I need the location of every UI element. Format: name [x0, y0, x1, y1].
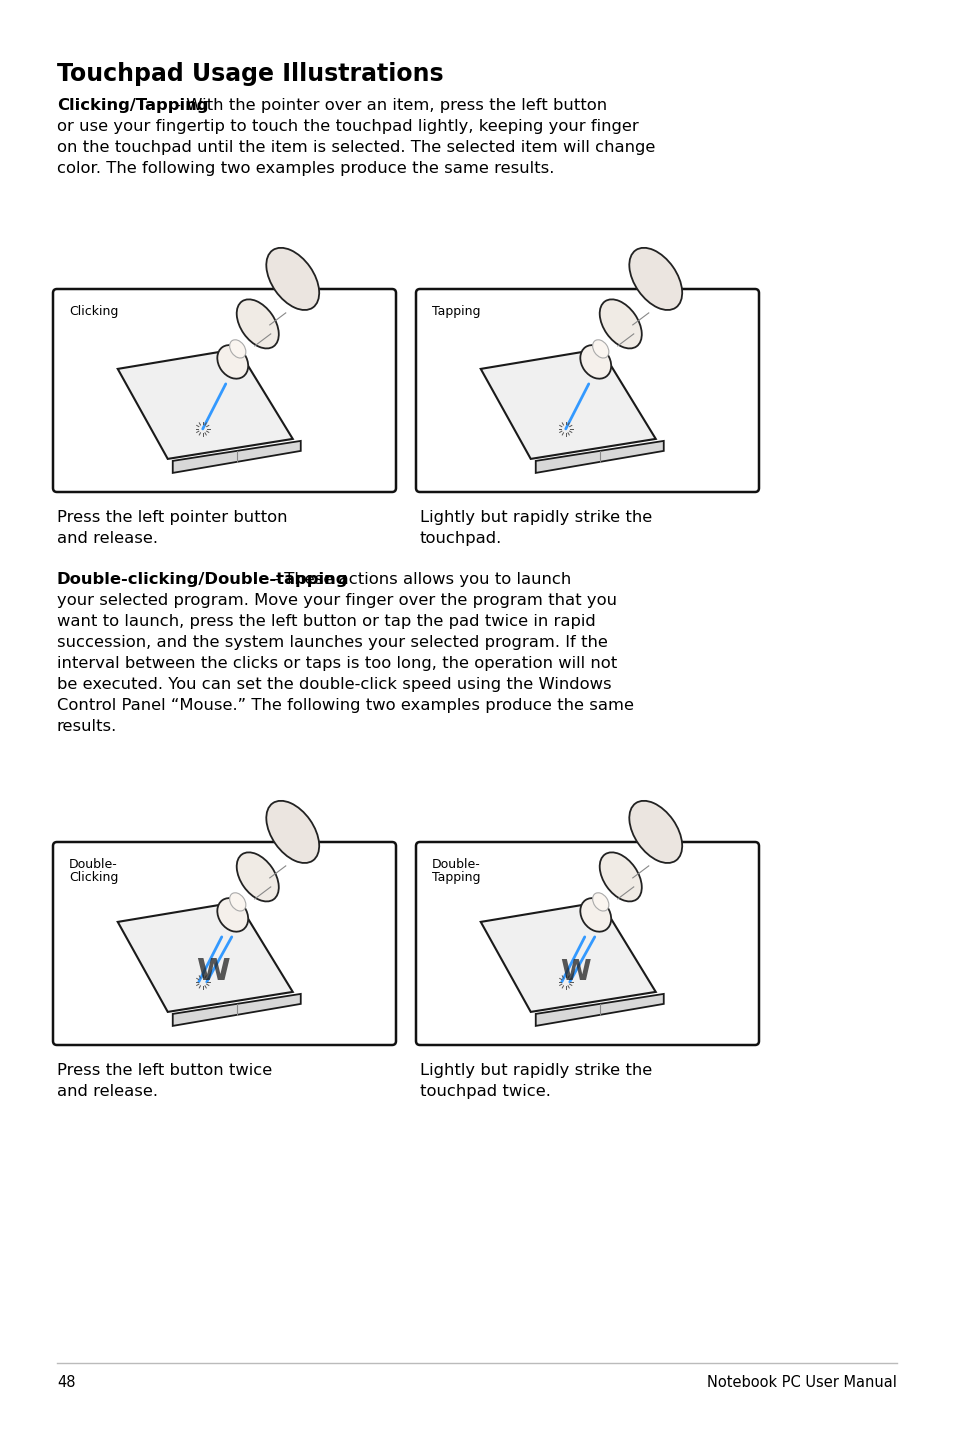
- Text: Double-: Double-: [69, 858, 117, 871]
- Text: - With the pointer over an item, press the left button: - With the pointer over an item, press t…: [170, 98, 606, 114]
- Text: results.: results.: [57, 719, 117, 733]
- Ellipse shape: [629, 801, 681, 863]
- Polygon shape: [117, 902, 293, 1012]
- Text: 48: 48: [57, 1375, 75, 1391]
- Text: Lightly but rapidly strike the: Lightly but rapidly strike the: [419, 510, 652, 525]
- Text: interval between the clicks or taps is too long, the operation will not: interval between the clicks or taps is t…: [57, 656, 617, 672]
- Text: your selected program. Move your finger over the program that you: your selected program. Move your finger …: [57, 592, 617, 608]
- Text: want to launch, press the left button or tap the pad twice in rapid: want to launch, press the left button or…: [57, 614, 595, 628]
- Text: touchpad.: touchpad.: [419, 531, 501, 546]
- Text: Tapping: Tapping: [432, 305, 480, 318]
- Text: on the touchpad until the item is selected. The selected item will change: on the touchpad until the item is select…: [57, 139, 655, 155]
- Text: succession, and the system launches your selected program. If the: succession, and the system launches your…: [57, 636, 607, 650]
- Ellipse shape: [236, 853, 278, 902]
- Ellipse shape: [579, 345, 611, 378]
- FancyBboxPatch shape: [416, 289, 759, 492]
- Ellipse shape: [217, 899, 248, 932]
- Polygon shape: [117, 349, 293, 459]
- Polygon shape: [480, 349, 655, 459]
- Text: color. The following two examples produce the same results.: color. The following two examples produc…: [57, 161, 554, 175]
- Text: and release.: and release.: [57, 531, 158, 546]
- Polygon shape: [536, 994, 663, 1025]
- Text: touchpad twice.: touchpad twice.: [419, 1084, 550, 1099]
- Ellipse shape: [592, 893, 608, 912]
- Ellipse shape: [629, 247, 681, 311]
- Text: Clicking/Tapping: Clicking/Tapping: [57, 98, 209, 114]
- Ellipse shape: [230, 339, 246, 358]
- Text: - These actions allows you to launch: - These actions allows you to launch: [268, 572, 571, 587]
- Ellipse shape: [266, 247, 319, 311]
- Ellipse shape: [236, 299, 278, 348]
- Text: Lightly but rapidly strike the: Lightly but rapidly strike the: [419, 1063, 652, 1078]
- Text: Clicking: Clicking: [69, 871, 118, 884]
- Text: Double-: Double-: [432, 858, 480, 871]
- Polygon shape: [172, 994, 300, 1025]
- Polygon shape: [172, 441, 300, 473]
- Text: be executed. You can set the double-click speed using the Windows: be executed. You can set the double-clic…: [57, 677, 611, 692]
- Ellipse shape: [266, 801, 319, 863]
- Ellipse shape: [592, 339, 608, 358]
- Text: Press the left pointer button: Press the left pointer button: [57, 510, 287, 525]
- Text: Double-clicking/Double-tapping: Double-clicking/Double-tapping: [57, 572, 348, 587]
- FancyBboxPatch shape: [416, 843, 759, 1045]
- FancyBboxPatch shape: [53, 843, 395, 1045]
- Text: or use your fingertip to touch the touchpad lightly, keeping your finger: or use your fingertip to touch the touch…: [57, 119, 639, 134]
- Text: and release.: and release.: [57, 1084, 158, 1099]
- Text: W: W: [195, 958, 230, 986]
- Text: Press the left button twice: Press the left button twice: [57, 1063, 272, 1078]
- Ellipse shape: [599, 299, 641, 348]
- Polygon shape: [480, 902, 655, 1012]
- FancyBboxPatch shape: [53, 289, 395, 492]
- Polygon shape: [536, 441, 663, 473]
- Ellipse shape: [599, 853, 641, 902]
- Text: Touchpad Usage Illustrations: Touchpad Usage Illustrations: [57, 62, 443, 86]
- Text: Notebook PC User Manual: Notebook PC User Manual: [706, 1375, 896, 1391]
- Ellipse shape: [230, 893, 246, 912]
- Text: Clicking: Clicking: [69, 305, 118, 318]
- Ellipse shape: [217, 345, 248, 378]
- Text: Tapping: Tapping: [432, 871, 480, 884]
- Ellipse shape: [579, 899, 611, 932]
- Text: W: W: [559, 958, 591, 986]
- Text: Control Panel “Mouse.” The following two examples produce the same: Control Panel “Mouse.” The following two…: [57, 697, 634, 713]
